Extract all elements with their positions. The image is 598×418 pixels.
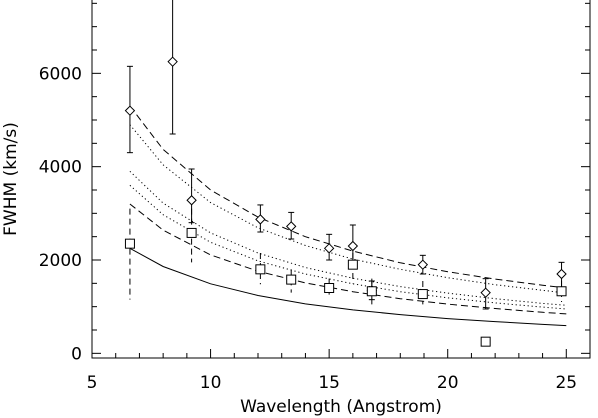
square-marker: [124, 238, 135, 249]
square-marker: [324, 283, 335, 293]
y-tick-label: 6000: [39, 64, 82, 84]
error-bars: [126, 0, 565, 310]
y-tick-label: 4000: [39, 158, 82, 178]
y-axis-title: FWHM (km/s): [1, 122, 21, 236]
plot-frame: [91, 0, 591, 359]
x-tick-labels: 5 10 15 20 25: [87, 373, 578, 393]
diamond-marker: [323, 243, 335, 254]
x-axis-title: Wavelength (Angstrom): [240, 397, 442, 417]
diamond-marker: [186, 195, 197, 206]
x-tick-label: 15: [318, 373, 340, 393]
data-markers: [124, 56, 567, 347]
square-marker: [186, 227, 197, 238]
square-marker: [556, 286, 567, 297]
model-curves: [129, 105, 567, 327]
diamond-marker: [285, 221, 297, 232]
diamond-marker: [255, 214, 266, 225]
y-tick-label: 2000: [39, 251, 82, 271]
diamond-marker: [167, 56, 178, 67]
square-marker: [417, 289, 428, 300]
x-tick-label: 25: [555, 373, 577, 393]
x-tick-label: 10: [200, 373, 222, 393]
x-tick-label: 5: [87, 373, 98, 393]
square-marker: [480, 336, 491, 347]
model-curve-dashed: [129, 203, 567, 315]
diamond-marker: [417, 259, 429, 270]
square-marker: [347, 259, 358, 270]
model-curve-solid: [129, 247, 567, 327]
diamond-marker: [124, 105, 136, 116]
model-curve-dashed: [129, 105, 567, 289]
square-marker: [286, 274, 297, 285]
square-marker: [366, 286, 377, 297]
square-marker: [255, 264, 266, 275]
diamond-marker: [556, 268, 567, 280]
diamond-marker: [347, 240, 359, 252]
x-tick-label: 20: [437, 373, 459, 393]
axis-ticks: [91, 2, 591, 358]
y-tick-label: 0: [71, 344, 82, 364]
diamond-marker: [480, 287, 491, 298]
model-curve-dotted: [129, 124, 567, 294]
y-tick-labels: 02000400060008000: [39, 64, 82, 364]
